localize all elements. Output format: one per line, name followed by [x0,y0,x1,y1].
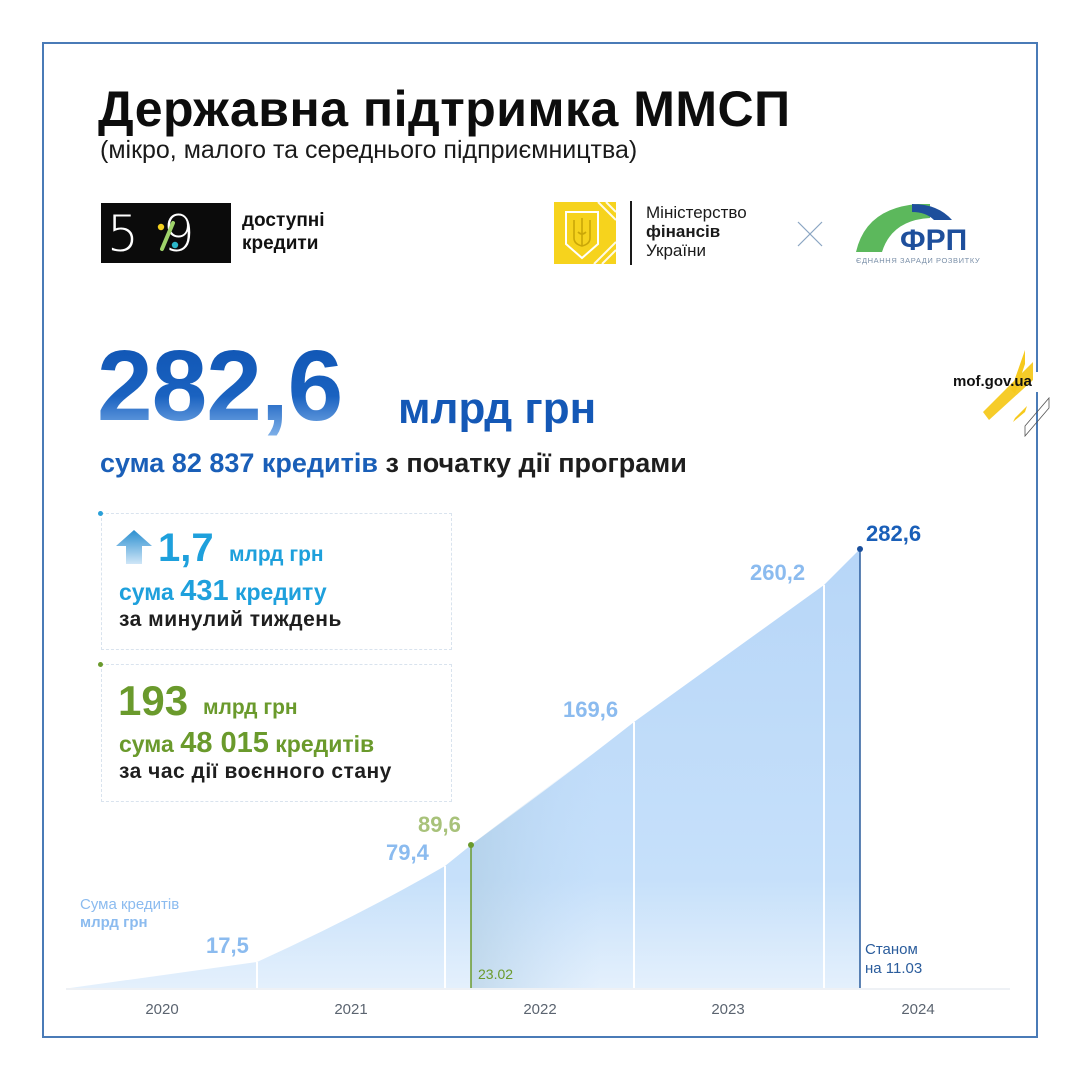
total-amount: 282,6 [97,330,343,442]
martial-law-loans-number: 48 015 [180,727,269,759]
ministry-emblem [554,201,617,265]
weekly-loans-suffix: кредиту [234,579,327,605]
as-of-date-label: Станом на 11.03 [865,940,922,978]
chart-axis-caption: Сума кредитів млрд грн [80,896,179,932]
total-loans-count: сума 82 837 кредитів [100,448,378,478]
frame-border-left [42,42,44,1038]
website-link[interactable]: mof.gov.ua [953,373,1032,390]
total-amount-unit: млрд грн [398,384,597,433]
martial-law-amount-unit: млрд грн [203,696,298,719]
data-label-martial-law-start: 89,6 [418,812,461,837]
program-579-logo: 5 9 [101,203,231,263]
martial-law-period-label: за час дії воєнного стану [119,760,392,783]
data-label-2021: 79,4 [386,840,429,865]
data-label-current: 282,6 [866,521,922,546]
weekly-amount-unit: млрд грн [229,543,324,566]
box-marker-dot [98,511,103,516]
current-marker-dot [857,546,863,552]
ministry-line1: Міністерство [646,203,747,222]
x-tick-2021: 2021 [334,1001,368,1018]
mof-decoration-icon [983,350,1050,438]
data-label-2022: 169,6 [563,697,619,722]
ministry-name: Міністерство фінансів України [646,203,747,260]
x-tick-2022: 2022 [523,1001,557,1018]
frp-name: ФРП [900,224,967,257]
frame-border-right [1036,392,1038,1038]
martial-law-marker-dot [468,842,474,848]
martial-law-date-label: 23.02 [478,966,514,982]
frame-border-bottom [42,1036,1038,1038]
as-of-line2: на 11.03 [865,960,923,977]
percent-icon [157,221,179,251]
times-icon [797,221,823,247]
martial-law-loans-count: сума 48 015 кредитів [119,727,374,760]
weekly-stats-box [101,513,452,650]
arrow-up-icon [116,530,152,564]
program-caption-line2: кредити [242,233,319,254]
martial-law-amount: 193 [118,677,189,724]
ministry-line3: України [646,241,706,260]
data-label-2023: 260,2 [750,560,806,585]
martial-law-loans-prefix: сума [119,731,174,757]
axis-caption-line1: Сума кредитів [80,896,180,913]
frame-border-top [42,42,1038,44]
weekly-period-label: за минулий тиждень [119,608,342,631]
x-tick-2020: 2020 [145,1001,179,1018]
box-marker-dot [98,662,103,667]
trident-icon [565,201,617,265]
program-caption-line1: доступні [242,210,325,231]
frame-border-right [1036,42,1038,372]
axis-caption-line2: млрд грн [80,914,148,931]
weekly-loans-prefix: сума [119,579,174,605]
frp-tagline: ЄДНАННЯ ЗАРАДИ РОЗВИТКУ [856,256,981,265]
logo-digits: 5 9 [107,205,199,263]
weekly-loans-count: сума 431 кредиту [119,575,327,608]
martial-law-loans-suffix: кредитів [275,731,375,757]
as-of-line1: Станом [865,941,918,958]
page-subtitle: (мікро, малого та середнього підприємниц… [100,136,638,164]
total-summary-suffix: з початку дії програми [385,448,687,478]
x-tick-2023: 2023 [711,1001,745,1018]
x-tick-2024: 2024 [901,1001,935,1018]
data-label-2020: 17,5 [206,933,249,958]
ministry-divider [630,201,632,265]
program-579-caption: доступні кредити [242,209,325,255]
martial-law-stats-box [101,664,452,802]
chart-area [70,549,860,988]
page-title: Державна підтримка ММСП [98,81,791,137]
martial-law-shade [471,748,600,988]
total-summary: сума 82 837 кредитів з початку дії прогр… [100,448,687,479]
frp-logo: ФРП [856,204,967,257]
ministry-line2: фінансів [646,222,721,241]
weekly-loans-number: 431 [180,575,229,607]
weekly-amount: 1,7 [158,526,214,570]
